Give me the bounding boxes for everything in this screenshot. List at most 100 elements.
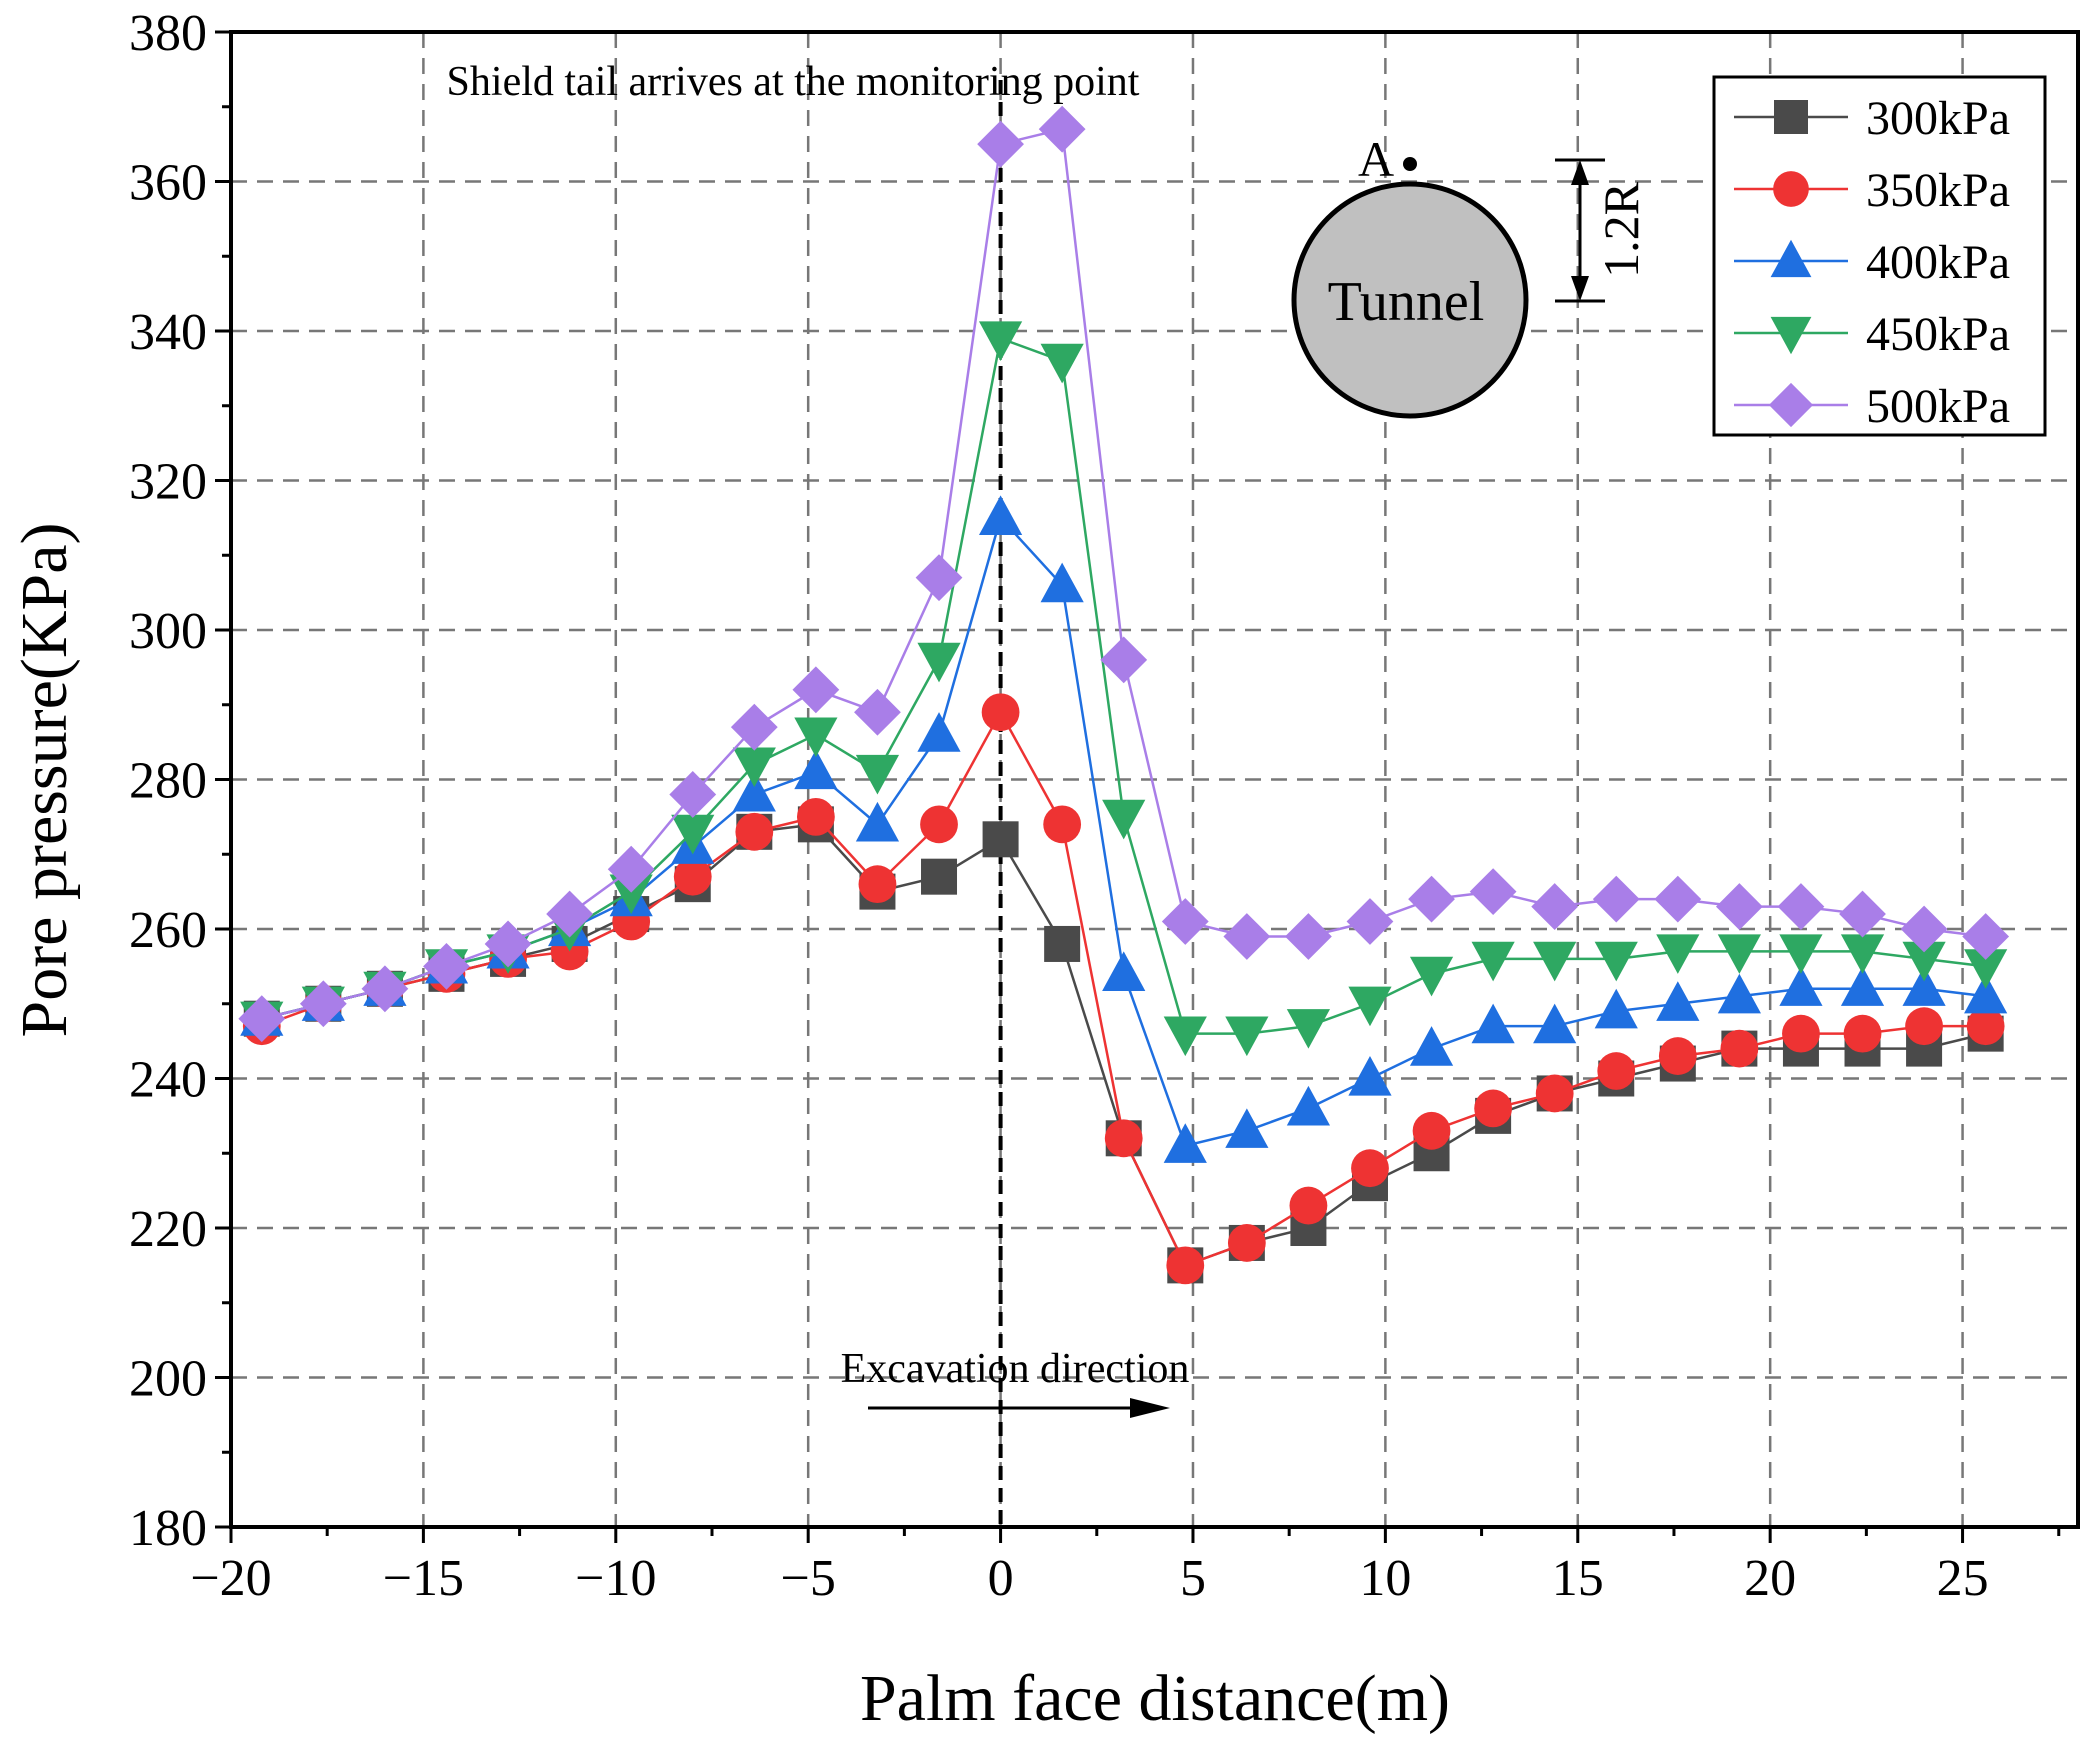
dimension-arrow-down-icon bbox=[1571, 276, 1589, 301]
legend-label: 500kPa bbox=[1866, 380, 2010, 433]
x-tick-label: −20 bbox=[190, 1550, 271, 1607]
data-point-400kPa bbox=[1225, 1108, 1269, 1148]
y-tick-label: 260 bbox=[129, 902, 207, 959]
data-point-350kPa bbox=[1412, 1111, 1451, 1150]
data-point-350kPa bbox=[1720, 1029, 1759, 1068]
legend-item-500kPa: 500kPa bbox=[1734, 380, 2010, 433]
data-point-400kPa bbox=[732, 771, 776, 812]
data-point-400kPa bbox=[1040, 562, 1084, 603]
data-point-500kPa bbox=[1592, 875, 1640, 923]
data-point-400kPa bbox=[1964, 973, 2008, 1014]
data-point-500kPa bbox=[1962, 913, 2010, 960]
data-point-350kPa bbox=[1535, 1074, 1574, 1113]
data-point-450kPa bbox=[1040, 343, 1084, 384]
data-point-350kPa bbox=[1597, 1052, 1636, 1090]
data-point-400kPa bbox=[1471, 1003, 1515, 1044]
y-tick-label: 220 bbox=[129, 1201, 207, 1258]
data-point-450kPa bbox=[794, 717, 838, 758]
data-point-400kPa bbox=[1717, 973, 1761, 1014]
data-point-400kPa bbox=[917, 712, 961, 752]
data-point-500kPa bbox=[669, 771, 717, 818]
legend-marker bbox=[1770, 316, 1812, 355]
data-point-500kPa bbox=[977, 120, 1024, 168]
data-point-400kPa bbox=[1656, 981, 1700, 1021]
x-tick-label: 10 bbox=[1359, 1550, 1411, 1607]
data-point-400kPa bbox=[1533, 1003, 1577, 1044]
data-point-450kPa bbox=[917, 642, 961, 683]
data-point-500kPa bbox=[1100, 636, 1148, 684]
data-point-400kPa bbox=[1286, 1085, 1331, 1126]
legend-items: 300kPa 350kPa 400kPa 450kPa 500kPa bbox=[1734, 92, 2010, 433]
data-point-350kPa bbox=[1227, 1224, 1266, 1262]
data-point-350kPa bbox=[981, 693, 1020, 732]
data-point-500kPa bbox=[1900, 905, 1948, 953]
legend-label: 350kPa bbox=[1866, 164, 2010, 217]
data-point-450kPa bbox=[1779, 934, 1823, 974]
data-point-400kPa bbox=[1902, 966, 1946, 1006]
legend-label: 450kPa bbox=[1866, 308, 2010, 361]
excavation-label: Excavation direction bbox=[841, 1346, 1190, 1392]
x-tick-label: 20 bbox=[1744, 1550, 1796, 1607]
y-tick-label: 320 bbox=[129, 454, 207, 511]
data-point-450kPa bbox=[732, 747, 776, 788]
legend-marker bbox=[1773, 171, 1809, 207]
legend-item-400kPa: 400kPa bbox=[1734, 236, 2010, 289]
x-tick-label: −5 bbox=[781, 1550, 836, 1607]
tunnel-schematic: Tunnel A 1.2R bbox=[1291, 131, 1649, 419]
data-point-500kPa bbox=[423, 942, 470, 990]
data-point-350kPa bbox=[1474, 1089, 1513, 1128]
data-point-350kPa bbox=[1905, 1007, 1943, 1046]
data-point-450kPa bbox=[1533, 941, 1577, 982]
data-point-500kPa bbox=[792, 666, 840, 714]
data-point-400kPa bbox=[1102, 951, 1146, 991]
y-tick-label: 340 bbox=[129, 304, 207, 361]
excavation-arrow-icon bbox=[1130, 1398, 1170, 1418]
legend-item-300kPa: 300kPa bbox=[1734, 92, 2010, 145]
data-point-450kPa bbox=[1964, 949, 2008, 989]
data-point-300kPa bbox=[982, 821, 1019, 858]
data-point-500kPa bbox=[484, 920, 532, 968]
data-point-350kPa bbox=[858, 865, 897, 904]
y-axis-title: Pore pressure(KPa) bbox=[8, 522, 81, 1037]
data-point-450kPa bbox=[978, 321, 1023, 361]
data-point-350kPa bbox=[1289, 1186, 1328, 1225]
data-point-450kPa bbox=[1840, 934, 1885, 974]
y-tick-label: 200 bbox=[129, 1351, 207, 1408]
axis-ticks bbox=[215, 30, 2061, 1543]
data-point-450kPa bbox=[1286, 1009, 1331, 1049]
data-point-350kPa bbox=[920, 805, 958, 844]
data-point-350kPa bbox=[1658, 1037, 1697, 1075]
data-point-450kPa bbox=[609, 874, 653, 915]
data-point-500kPa bbox=[730, 703, 778, 751]
x-tick-label: −10 bbox=[575, 1550, 656, 1607]
data-point-400kPa bbox=[855, 801, 900, 842]
data-point-400kPa bbox=[1163, 1123, 1207, 1163]
data-point-500kPa bbox=[361, 965, 409, 1013]
data-point-450kPa bbox=[1594, 941, 1638, 982]
y-tick-label: 240 bbox=[129, 1052, 207, 1109]
data-point-450kPa bbox=[1225, 1016, 1269, 1057]
data-point-400kPa bbox=[1594, 988, 1638, 1029]
shield-tail-annotation: Shield tail arrives at the monitoring po… bbox=[447, 59, 1140, 105]
monitoring-point-label: A bbox=[1358, 131, 1394, 187]
x-tick-label: 15 bbox=[1552, 1550, 1604, 1607]
x-tick-label: −15 bbox=[383, 1550, 464, 1607]
data-point-500kPa bbox=[1839, 890, 1886, 938]
data-point-500kPa bbox=[854, 688, 901, 736]
data-point-500kPa bbox=[1469, 868, 1517, 916]
y-tick-label: 300 bbox=[129, 603, 207, 660]
data-point-300kPa bbox=[1044, 925, 1081, 962]
x-tick-label: 25 bbox=[1937, 1550, 1989, 1607]
data-point-500kPa bbox=[1715, 883, 1763, 930]
tunnel-circle bbox=[1291, 181, 1529, 419]
data-point-450kPa bbox=[1902, 941, 1946, 982]
x-tick-label: 0 bbox=[988, 1550, 1014, 1607]
data-point-400kPa bbox=[794, 749, 838, 790]
data-point-450kPa bbox=[1717, 934, 1761, 974]
data-point-500kPa bbox=[1408, 875, 1455, 923]
data-point-350kPa bbox=[1104, 1119, 1143, 1158]
legend-label: 300kPa bbox=[1866, 92, 2010, 145]
dimension-arrow-up-icon bbox=[1571, 160, 1589, 185]
data-point-350kPa bbox=[1351, 1149, 1389, 1188]
